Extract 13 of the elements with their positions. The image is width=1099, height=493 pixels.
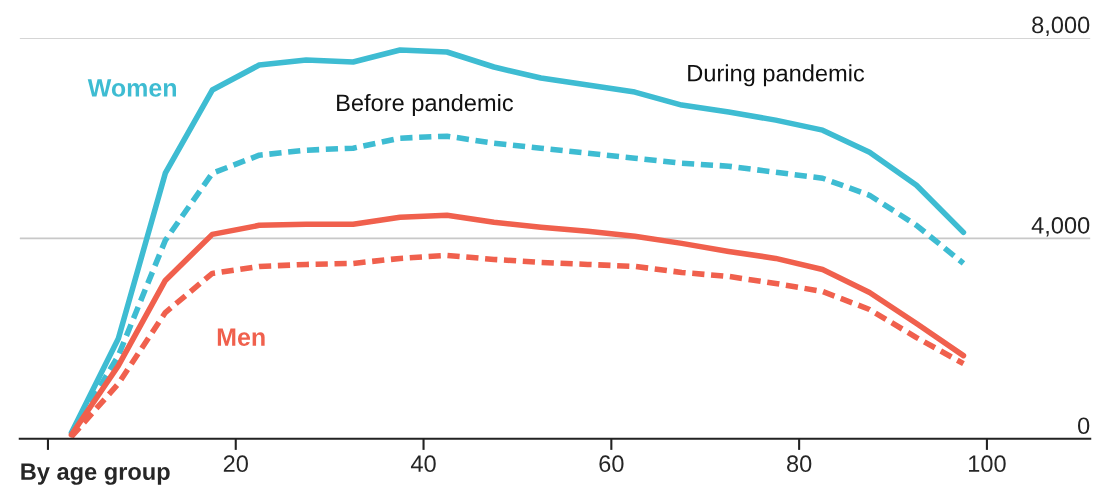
x-tick-label: 80 xyxy=(787,455,812,473)
annotation: Before pandemic xyxy=(337,93,514,116)
x-tick-label: 40 xyxy=(410,455,436,473)
y-tick-label: 4,000 xyxy=(1031,216,1090,237)
text: Men xyxy=(217,328,265,346)
y-tick-label: 8,000 xyxy=(1032,16,1090,37)
x-tick-label: 20 xyxy=(223,455,248,473)
x-tick-label: 60 xyxy=(599,455,624,473)
x-tick-label: 100 xyxy=(969,455,1006,473)
annotation: During pandemic xyxy=(688,64,865,87)
series-label: Women xyxy=(87,79,176,97)
x-axis-title: By age group xyxy=(21,463,170,485)
y-tick-label: 0 xyxy=(1078,417,1090,435)
